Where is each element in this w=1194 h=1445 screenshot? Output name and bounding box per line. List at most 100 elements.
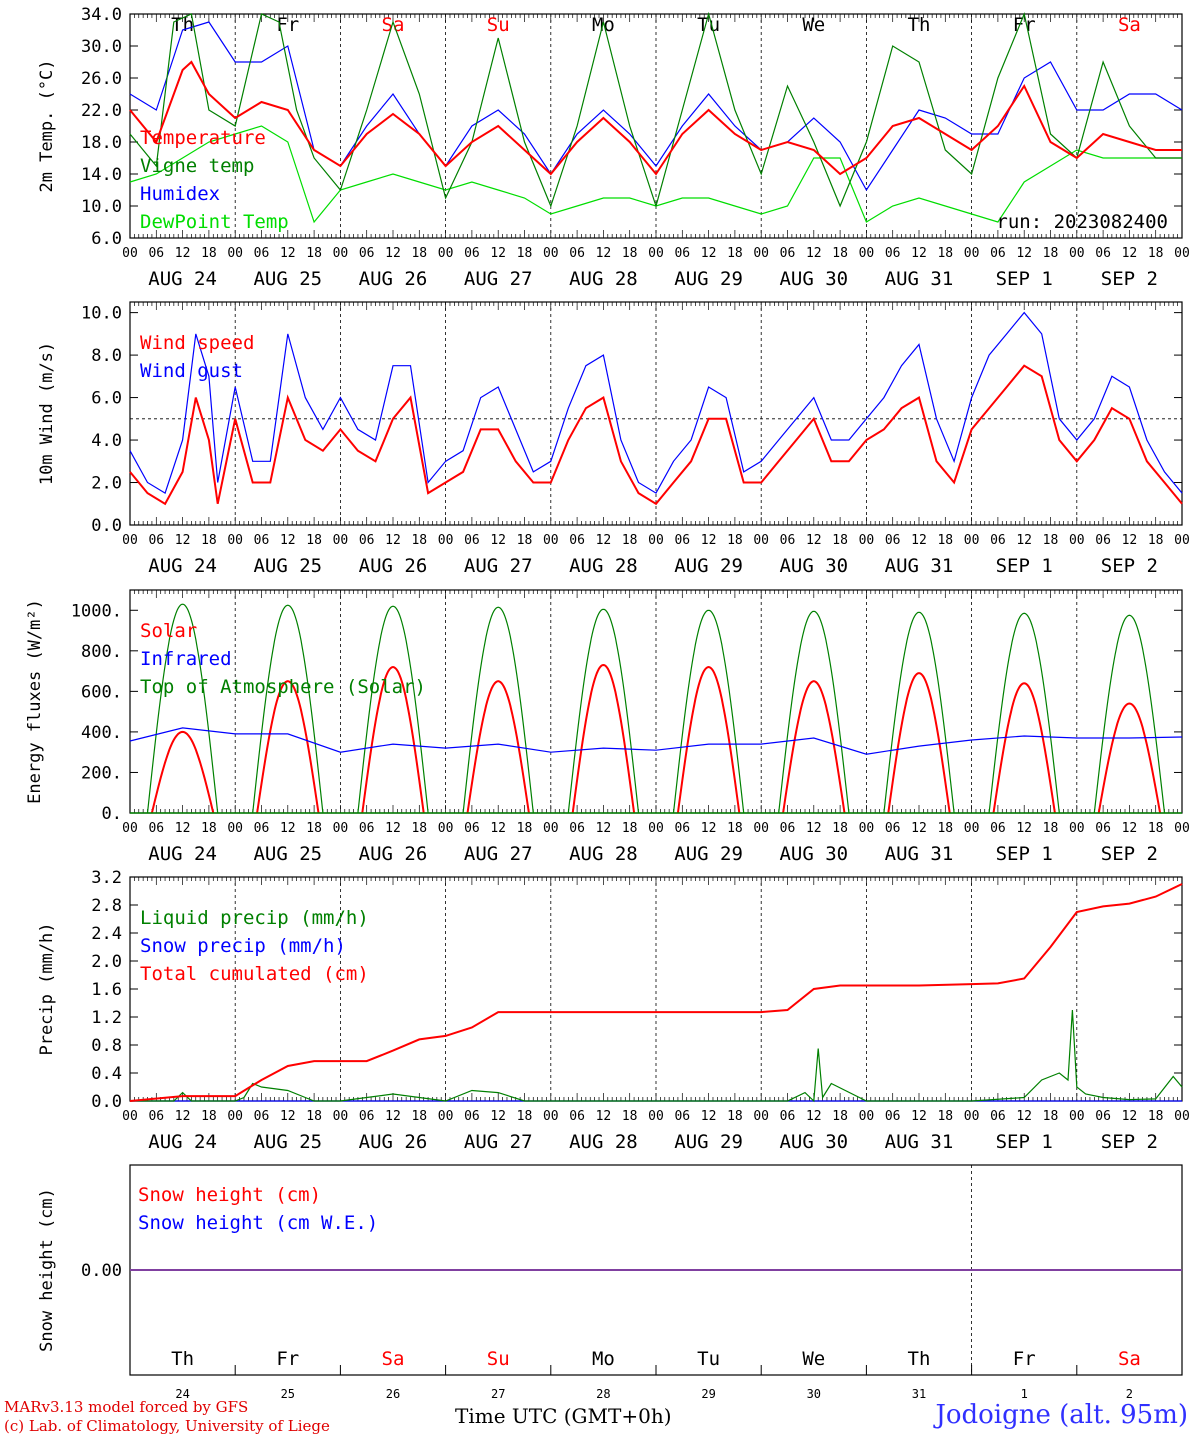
date-label: AUG 28: [569, 268, 638, 290]
y-tick-label: 34.0: [81, 5, 122, 25]
hour-label: 00: [753, 533, 769, 548]
hour-label: 12: [806, 246, 822, 261]
hour-label: 06: [148, 246, 164, 261]
y-tick-label: 6.0: [91, 389, 122, 409]
hour-label: 18: [832, 533, 848, 548]
hour-label: 06: [990, 1109, 1006, 1124]
hour-label: 06: [148, 1109, 164, 1124]
day-number-label: 29: [701, 1387, 715, 1401]
time-axis-label: Time UTC (GMT+0h): [455, 1404, 672, 1428]
hour-label: 12: [596, 533, 612, 548]
hour-label: 18: [1148, 246, 1164, 261]
hour-label: 00: [122, 246, 138, 261]
hour-label: 06: [569, 1109, 585, 1124]
day-number-label: 2: [1126, 1387, 1133, 1401]
legend-total-cumulated-cm-: Total cumulated (cm): [140, 963, 369, 985]
date-label: AUG 24: [148, 843, 217, 865]
hour-label: 18: [937, 533, 953, 548]
date-label: AUG 28: [569, 843, 638, 865]
date-label: AUG 30: [779, 1131, 848, 1153]
y-tick-label: 3.2: [91, 868, 122, 888]
hour-label: 18: [622, 533, 638, 548]
hour-label: 12: [280, 1109, 296, 1124]
hour-label: 18: [1043, 246, 1059, 261]
weekday-label: Fr: [1013, 1348, 1036, 1370]
hour-label: 00: [227, 533, 243, 548]
legend-temperature: Temperature: [140, 127, 266, 149]
hour-label: 12: [385, 246, 401, 261]
hour-label: 00: [438, 246, 454, 261]
legend-wind-speed: Wind speed: [140, 332, 254, 354]
hour-label: 18: [937, 1109, 953, 1124]
toa-solar-day-curve: [568, 609, 638, 813]
hour-label: 18: [622, 821, 638, 836]
hour-label: 18: [1043, 821, 1059, 836]
hour-label: 00: [1174, 1109, 1190, 1124]
hour-label: 00: [753, 1109, 769, 1124]
date-label: AUG 30: [779, 268, 848, 290]
toa-solar-day-curve: [779, 611, 849, 813]
hour-label: 00: [648, 246, 664, 261]
hour-label: 12: [490, 533, 506, 548]
hour-label: 12: [490, 1109, 506, 1124]
y-tick-label: 2.8: [91, 896, 122, 916]
y-tick-label: 26.0: [81, 69, 122, 89]
weekday-label: Sa: [382, 14, 405, 36]
hour-label: 06: [674, 821, 690, 836]
date-label: SEP 2: [1101, 555, 1158, 577]
y-tick-label: 10.0: [81, 304, 122, 324]
hour-label: 12: [385, 533, 401, 548]
hour-label: 06: [885, 1109, 901, 1124]
date-label: SEP 1: [996, 555, 1053, 577]
hour-label: 00: [648, 1109, 664, 1124]
hour-label: 12: [701, 533, 717, 548]
legend-snow-height-cm-: Snow height (cm): [138, 1184, 321, 1206]
y-tick-label: 400.: [81, 723, 122, 743]
hour-label: 00: [543, 821, 559, 836]
hour-label: 12: [596, 1109, 612, 1124]
hour-label: 18: [411, 821, 427, 836]
date-label: AUG 27: [464, 268, 533, 290]
solar-day-curve: [678, 667, 739, 813]
y-axis-label: 10m Wind (m/s): [37, 342, 57, 485]
hour-label: 00: [859, 821, 875, 836]
hour-label: 18: [1148, 1109, 1164, 1124]
hour-label: 12: [280, 533, 296, 548]
hour-label: 18: [201, 821, 217, 836]
hour-label: 06: [780, 1109, 796, 1124]
hour-label: 00: [438, 1109, 454, 1124]
hour-label: 12: [490, 821, 506, 836]
date-label: AUG 24: [148, 555, 217, 577]
y-tick-label: 2.4: [91, 924, 122, 944]
weekday-label: We: [802, 14, 825, 36]
date-label: AUG 31: [885, 1131, 954, 1153]
hour-label: 00: [859, 533, 875, 548]
hour-label: 12: [175, 1109, 191, 1124]
hour-label: 00: [227, 246, 243, 261]
hour-label: 06: [674, 533, 690, 548]
legend-snow-height-cm-w-e-: Snow height (cm W.E.): [138, 1212, 378, 1234]
date-label: SEP 1: [996, 268, 1053, 290]
hour-label: 12: [806, 533, 822, 548]
legend-humidex: Humidex: [140, 183, 220, 205]
hour-label: 12: [1122, 533, 1138, 548]
y-tick-label: 22.0: [81, 101, 122, 121]
y-tick-label: 18.0: [81, 133, 122, 153]
date-label: SEP 1: [996, 1131, 1053, 1153]
model-label: MARv3.13 model forced by GFS: [4, 1398, 330, 1417]
hour-label: 00: [753, 246, 769, 261]
hour-label: 00: [1069, 246, 1085, 261]
y-tick-label: 10.0: [81, 197, 122, 217]
y-tick-label: 1000.: [71, 601, 122, 621]
hour-label: 00: [1069, 533, 1085, 548]
footer-credits: MARv3.13 model forced by GFS (c) Lab. of…: [4, 1398, 330, 1436]
hour-label: 12: [175, 246, 191, 261]
hour-label: 18: [1148, 533, 1164, 548]
hour-label: 06: [464, 533, 480, 548]
hour-label: 12: [1016, 1109, 1032, 1124]
y-tick-label: 2.0: [91, 952, 122, 972]
hour-label: 06: [780, 246, 796, 261]
hour-label: 00: [859, 1109, 875, 1124]
y-tick-label: 2.0: [91, 474, 122, 494]
hour-label: 06: [148, 821, 164, 836]
